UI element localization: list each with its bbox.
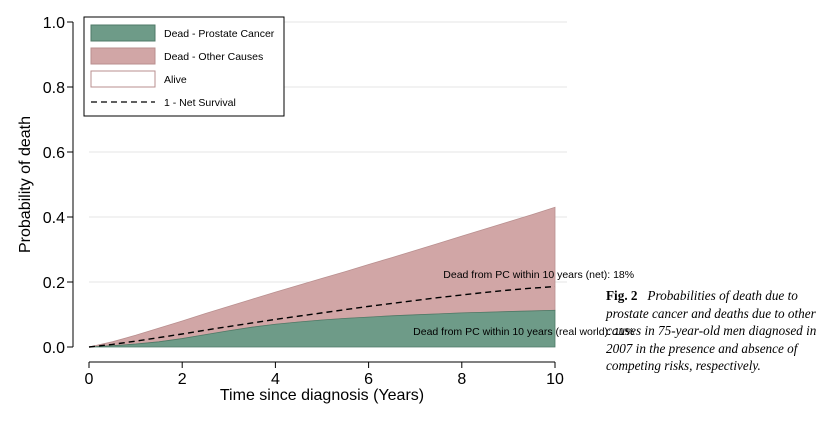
legend-label-3: 1 - Net Survival bbox=[164, 97, 236, 109]
caption-label: Fig. 2 bbox=[606, 288, 638, 303]
y-tick-label-2: 0.4 bbox=[43, 210, 65, 227]
x-tick-label-5: 10 bbox=[546, 371, 564, 388]
area-layer bbox=[88, 206, 556, 348]
x-tick-label-1: 2 bbox=[178, 371, 187, 388]
x-tick-label-0: 0 bbox=[85, 371, 94, 388]
annotation-0: Dead from PC within 10 years (net): 18% bbox=[443, 269, 634, 281]
y-tick-label-1: 0.2 bbox=[43, 275, 65, 292]
legend-swatch-1 bbox=[90, 47, 156, 65]
figure-caption: Fig. 2 Probabilities of death due to pro… bbox=[606, 287, 824, 375]
y-tick-label-3: 0.6 bbox=[43, 145, 65, 162]
legend-swatch-2 bbox=[90, 70, 156, 88]
area-prostate-cancer bbox=[88, 309, 556, 348]
caption-text: Probabilities of death due to prostate c… bbox=[606, 288, 817, 373]
y-tick-label-5: 1.0 bbox=[43, 15, 65, 32]
legend-label-0: Dead - Prostate Cancer bbox=[164, 28, 275, 40]
legend: Dead - Prostate Cancer Dead - Other Cause… bbox=[83, 16, 285, 117]
line-net-survival bbox=[88, 285, 556, 348]
x-tick-label-3: 6 bbox=[364, 371, 373, 388]
x-tick-label-4: 8 bbox=[457, 371, 466, 388]
axes: 0.0 0.2 0.4 0.6 0.8 1.0 0 2 4 6 8 10 Time since diag… bbox=[17, 15, 564, 404]
x-tick-label-2: 4 bbox=[271, 371, 280, 388]
legend-swatch-0 bbox=[90, 24, 156, 42]
x-axis-title: Time since diagnosis (Years) bbox=[220, 387, 424, 404]
y-tick-label-4: 0.8 bbox=[43, 80, 65, 97]
y-axis-title: Probability of death bbox=[17, 116, 34, 253]
legend-label-2: Alive bbox=[164, 74, 187, 86]
annotations: Dead from PC within 10 years (net): 18% D… bbox=[413, 269, 634, 338]
annotation-1: Dead from PC within 10 years (real world… bbox=[413, 326, 634, 338]
legend-label-1: Dead - Other Causes bbox=[164, 51, 263, 63]
y-tick-label-0: 0.0 bbox=[43, 340, 65, 357]
